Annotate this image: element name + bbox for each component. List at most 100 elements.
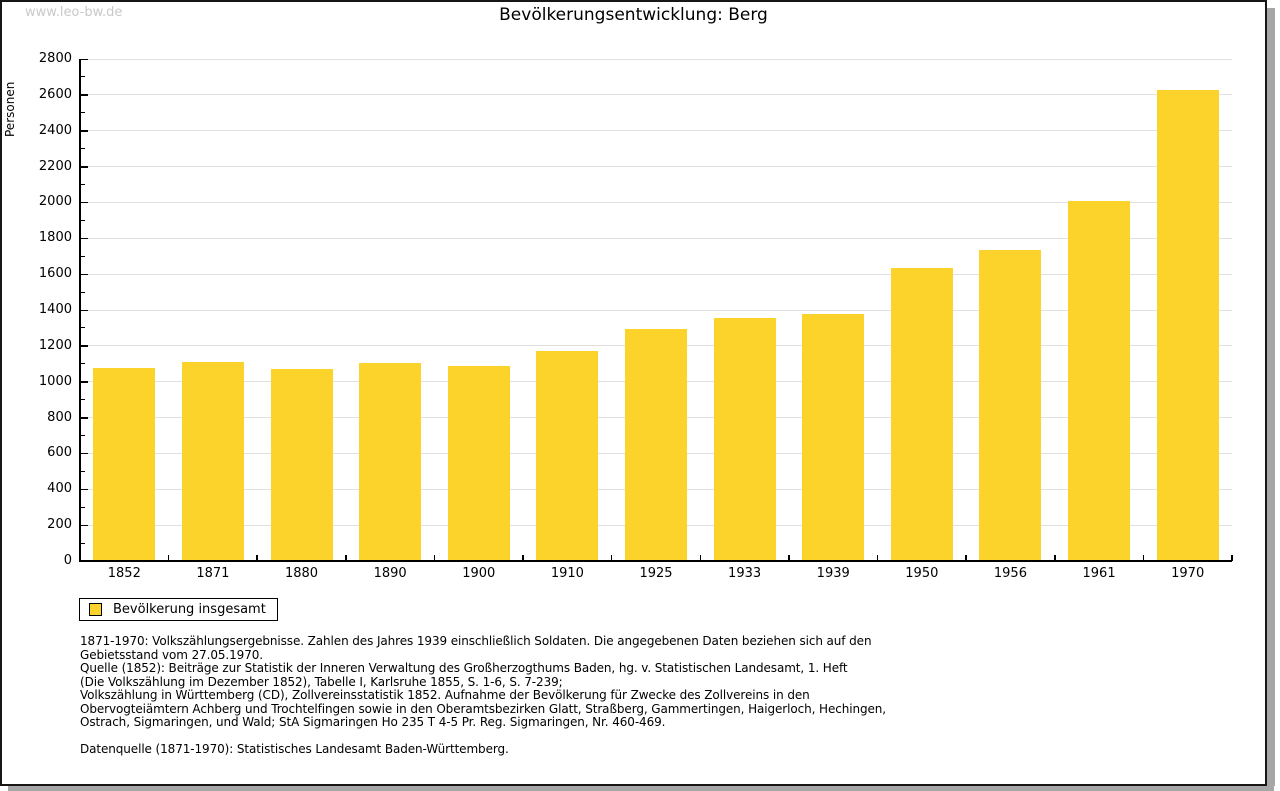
y-axis-major-tick	[80, 381, 88, 383]
y-axis-minor-tick	[80, 184, 85, 185]
y-axis-title: Personen	[3, 81, 17, 137]
page-shadow-bottom	[8, 786, 1274, 791]
y-tick-label: 200	[47, 517, 72, 533]
x-tick-label: 1956	[993, 566, 1027, 581]
y-tick-label: 2400	[38, 122, 72, 138]
y-axis-major-tick	[80, 201, 88, 204]
x-axis-tick	[1142, 555, 1145, 561]
y-tick-label: 800	[47, 409, 72, 425]
x-tick-label: 1961	[1082, 566, 1116, 581]
gridline	[80, 309, 1232, 311]
y-tick-label: 1600	[38, 266, 72, 282]
gridline	[80, 130, 1232, 132]
legend-swatch-icon	[89, 603, 102, 616]
x-axis-tick	[345, 555, 347, 561]
y-axis-minor-tick	[80, 399, 85, 401]
bar	[1068, 200, 1131, 561]
y-axis-major-tick	[80, 273, 88, 276]
bar	[890, 267, 953, 561]
footnote-line: Ostrach, Sigmaringen, und Wald; StA Sigm…	[80, 715, 666, 729]
x-axis-tick	[433, 555, 436, 561]
footnote-line: Obervogteiämtern Achberg und Trochtelfin…	[80, 701, 887, 716]
x-tick-label: 1910	[550, 566, 584, 581]
bar	[447, 366, 510, 561]
gridline	[80, 58, 1232, 60]
x-tick-label: 1933	[728, 566, 762, 581]
y-tick-label: 2600	[38, 86, 72, 102]
x-axis-line	[79, 560, 1232, 562]
y-axis-minor-tick	[80, 435, 85, 436]
y-axis-major-tick	[80, 166, 88, 168]
gridline	[80, 237, 1232, 239]
x-axis-tick	[610, 555, 613, 561]
x-tick-label: 1852	[107, 566, 141, 581]
y-axis-major-tick	[80, 345, 88, 347]
watermark: www.leo-bw.de	[25, 5, 123, 20]
y-axis-major-tick	[80, 524, 88, 527]
y-tick-label: 2800	[38, 51, 72, 66]
x-tick-label: 1925	[639, 566, 673, 581]
y-axis-major-tick	[80, 237, 88, 240]
gridline	[80, 166, 1232, 168]
x-axis-tick	[256, 555, 258, 561]
x-tick-label: 1939	[816, 566, 850, 581]
x-axis-tick	[876, 555, 879, 561]
footnotes: 1871-1970: Volkszählungsergebnisse. Zahl…	[80, 634, 1200, 730]
y-axis-minor-tick	[80, 148, 85, 150]
legend-label: Bevölkerung insgesamt	[113, 602, 266, 617]
footnote-line: Gebietsstand vom 27.05.1970.	[80, 647, 263, 662]
y-tick-label: 1200	[38, 337, 72, 353]
page-shadow-right	[1267, 8, 1275, 786]
y-tick-label: 0	[63, 553, 72, 568]
y-axis-minor-tick	[80, 470, 85, 472]
y-tick-label: 1800	[38, 230, 72, 246]
y-axis-minor-tick	[80, 76, 85, 78]
y-axis-minor-tick	[80, 219, 85, 221]
x-tick-label: 1970	[1171, 566, 1205, 581]
x-axis-tick	[788, 555, 790, 561]
x-tick-label: 1950	[905, 566, 939, 581]
y-axis-minor-tick	[80, 112, 85, 114]
y-axis-major-tick	[80, 309, 88, 311]
chart-title: Bevölkerungsentwicklung: Berg	[499, 5, 768, 25]
y-tick-label: 400	[47, 481, 72, 497]
y-axis-line	[79, 59, 81, 562]
y-tick-label: 1400	[38, 302, 72, 317]
y-axis-minor-tick	[80, 363, 85, 365]
bar	[625, 328, 687, 561]
datasource-note: Datenquelle (1871-1970): Statistisches L…	[80, 742, 509, 756]
y-axis-major-tick	[80, 94, 88, 96]
gridline	[80, 201, 1232, 203]
y-axis-major-tick	[80, 130, 88, 132]
footnote-line: 1871-1970: Volkszählungsergebnisse. Zahl…	[80, 634, 872, 648]
footnote-line: Volkszählung in Württemberg (CD), Zollve…	[80, 688, 810, 702]
y-tick-label: 2000	[38, 194, 72, 210]
x-axis-tick	[699, 555, 702, 561]
y-axis-minor-tick	[80, 255, 85, 257]
bar	[979, 249, 1042, 561]
gridline	[80, 94, 1232, 96]
x-tick-label: 1890	[373, 566, 407, 581]
bar	[270, 369, 333, 561]
gridline	[80, 273, 1232, 275]
x-tick-label: 1900	[462, 566, 496, 581]
x-axis-tick	[1231, 555, 1233, 561]
footnote-line: (Die Volkszählung im Dezember 1852), Tab…	[80, 674, 563, 689]
bar	[713, 318, 776, 561]
x-axis-tick	[167, 555, 170, 561]
bar	[536, 351, 599, 561]
bar	[802, 314, 865, 561]
y-tick-label: 600	[47, 445, 72, 461]
y-axis-minor-tick	[80, 506, 85, 508]
y-axis-minor-tick	[80, 327, 85, 329]
bar	[1156, 90, 1219, 561]
y-axis-minor-tick	[80, 542, 85, 544]
y-tick-label: 2200	[38, 158, 72, 174]
y-axis-major-tick	[80, 488, 88, 491]
bar	[93, 368, 156, 561]
bar	[359, 362, 422, 561]
bar	[181, 361, 244, 561]
